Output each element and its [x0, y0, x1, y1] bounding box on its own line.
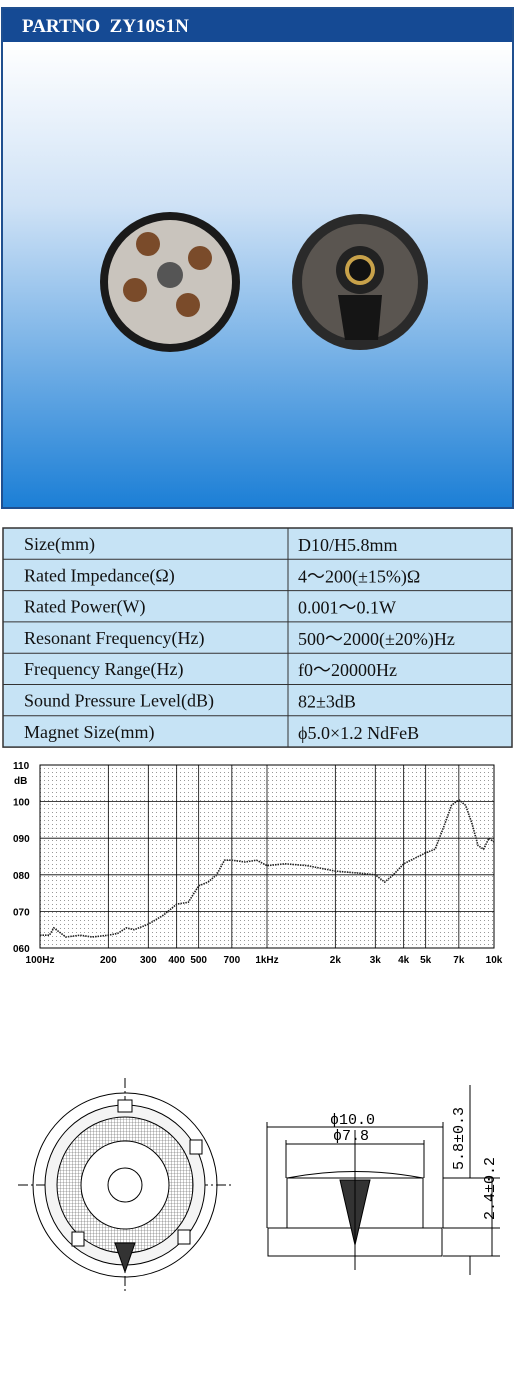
header-title: PARTNO ZY10S1N	[22, 16, 189, 37]
x-tick-label: 200	[100, 955, 117, 966]
speaker-back	[100, 212, 240, 352]
spec-name: Size(mm)	[24, 534, 95, 555]
y-axis-label: dB	[14, 776, 27, 787]
y-tick-label: 080	[13, 871, 30, 882]
response-chart: 060 070 080 090 100 110 100Hz 200 300 400 500 700 1k…	[13, 761, 503, 966]
spec-value: ϕ5.0×1.2 NdFeB	[298, 723, 419, 743]
x-tick-label: 100Hz	[26, 955, 55, 966]
spec-name: Frequency Range(Hz)	[24, 659, 183, 680]
x-tick-label: 500	[190, 955, 207, 966]
panel-frame	[1, 7, 514, 509]
header-bar	[3, 9, 512, 42]
y-tick-label: 070	[13, 907, 30, 918]
spec-name: Resonant Frequency(Hz)	[24, 628, 204, 649]
spec-value: 4～200(±15%)Ω	[298, 566, 420, 587]
x-tick-label: 10k	[486, 955, 503, 966]
x-tick-label: 5k	[420, 955, 432, 966]
dimension-label: 2.4±0.2	[482, 1157, 499, 1220]
spec-value: f0～20000Hz	[298, 660, 397, 680]
spec-table: Size(mm) D10/H5.8mm Rated Impedance(Ω) 4～20…	[2, 527, 513, 748]
dimension-label: ϕ7.8	[333, 1128, 369, 1145]
x-tick-label: 7k	[453, 955, 465, 966]
x-tick-label: 400	[168, 955, 185, 966]
x-tick-label: 4k	[398, 955, 410, 966]
spec-value: 500～2000(±20%)Hz	[298, 629, 455, 650]
y-tick-label: 060	[13, 944, 30, 955]
dimension-label: ϕ10.0	[330, 1112, 375, 1129]
x-tick-label: 300	[140, 955, 157, 966]
spec-value: 0.001～0.1W	[298, 598, 396, 618]
spec-name: Sound Pressure Level(dB)	[24, 691, 214, 712]
y-tick-label: 110	[13, 761, 30, 772]
dimension-label: 5.8±0.3	[451, 1107, 468, 1170]
photo-background	[3, 42, 512, 507]
speaker-front	[292, 214, 428, 350]
spec-name: Rated Impedance(Ω)	[24, 565, 175, 586]
x-tick-label: 3k	[370, 955, 382, 966]
spec-name: Magnet Size(mm)	[24, 722, 154, 743]
x-tick-label: 1kHz	[255, 955, 278, 966]
y-tick-label: 100	[13, 798, 30, 809]
dimension-drawing	[18, 1078, 500, 1292]
response-curve	[40, 798, 495, 938]
spec-value: 82±3dB	[298, 692, 356, 712]
y-tick-label: 090	[13, 834, 30, 845]
spec-name: Rated Power(W)	[24, 597, 145, 618]
table-frame	[2, 527, 513, 748]
x-tick-label: 700	[223, 955, 240, 966]
x-tick-label: 2k	[330, 955, 342, 966]
spec-value: D10/H5.8mm	[298, 535, 398, 555]
